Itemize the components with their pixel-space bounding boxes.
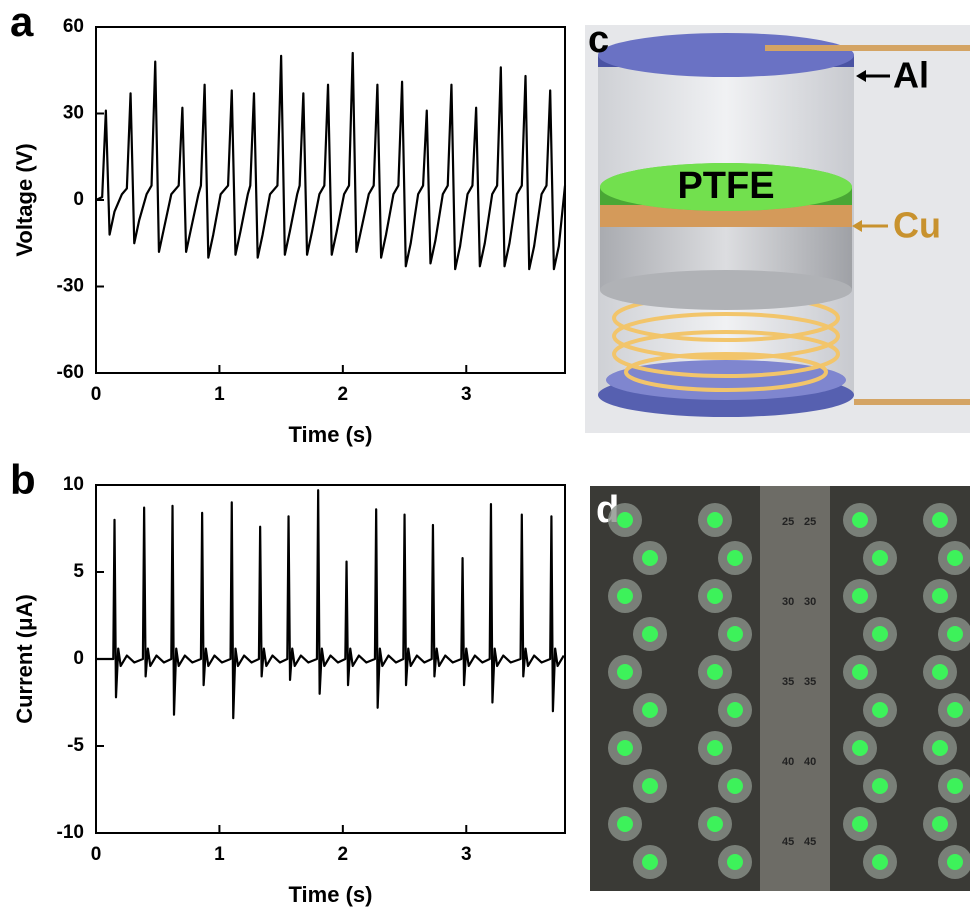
x-tick-label: 2 [338, 384, 349, 405]
led-glow [852, 664, 868, 680]
diagram: c PTFE Al Cu [585, 19, 970, 433]
top-plate [598, 33, 854, 77]
board-number: 25 [804, 516, 816, 528]
board-number: 35 [782, 676, 794, 688]
led-glow [932, 740, 948, 756]
y-tick-label: 60 [63, 16, 84, 37]
led-glow [727, 778, 743, 794]
y-axis-label: Current (μA) [12, 594, 37, 724]
led-glow [642, 702, 658, 718]
led-glow [947, 626, 963, 642]
board-number: 30 [782, 596, 794, 608]
led-glow [707, 664, 723, 680]
x-tick-label: 3 [461, 384, 472, 405]
led-glow [707, 588, 723, 604]
led-glow [852, 512, 868, 528]
led-glow [932, 588, 948, 604]
led-glow [852, 816, 868, 832]
ptfe-label: PTFE [677, 165, 774, 207]
y-tick-label: -10 [57, 822, 84, 843]
y-tick-label: 10 [63, 474, 84, 495]
board-number: 30 [804, 596, 816, 608]
led-glow [617, 740, 633, 756]
al-label: Al [893, 55, 929, 96]
led-glow [642, 778, 658, 794]
panel-label: c [588, 19, 609, 61]
x-tick-label: 1 [214, 844, 225, 865]
led-glow [617, 664, 633, 680]
led-glow [617, 816, 633, 832]
led-glow [707, 512, 723, 528]
ptfe-top [600, 163, 852, 211]
x-axis-label: Time (s) [289, 422, 373, 447]
x-tick-label: 0 [91, 844, 102, 865]
board-number: 25 [782, 516, 794, 528]
led-glow [947, 778, 963, 794]
bottom-plate-top [606, 360, 846, 400]
board-number: 45 [782, 836, 794, 848]
led-glow [852, 740, 868, 756]
led-glow [872, 702, 888, 718]
x-tick-label: 0 [91, 384, 102, 405]
board-number: 40 [804, 756, 816, 768]
y-tick-label: -60 [57, 362, 84, 383]
slider-bottom [600, 270, 852, 310]
cu-layer [600, 205, 852, 227]
led-glow [932, 664, 948, 680]
led-glow [872, 550, 888, 566]
led-glow [617, 512, 633, 528]
led-glow [642, 854, 658, 870]
y-tick-label: 0 [73, 648, 84, 669]
led-glow [727, 854, 743, 870]
y-tick-label: -30 [57, 276, 84, 297]
led-glow [872, 778, 888, 794]
led-glow [727, 550, 743, 566]
led-glow [727, 702, 743, 718]
led-glow [947, 702, 963, 718]
y-tick-label: 0 [73, 189, 84, 210]
led-glow [932, 816, 948, 832]
panel-label: b [10, 456, 36, 503]
led-glow [947, 854, 963, 870]
led-glow [932, 512, 948, 528]
led-glow [947, 550, 963, 566]
y-tick-label: 5 [73, 561, 84, 582]
y-tick-label: -5 [67, 735, 84, 756]
led-glow [872, 854, 888, 870]
board-number: 40 [782, 756, 794, 768]
led-glow [642, 550, 658, 566]
led-glow [727, 626, 743, 642]
led-glow [642, 626, 658, 642]
breadboard-strip [760, 486, 830, 891]
x-axis-label: Time (s) [289, 882, 373, 907]
arrowhead [856, 70, 866, 82]
cu-label: Cu [893, 205, 941, 246]
board-number: 45 [804, 836, 816, 848]
series-line [95, 51, 567, 271]
y-axis-label: Voltage (V) [12, 143, 37, 256]
panel-label: a [10, 0, 34, 45]
led-glow [707, 816, 723, 832]
x-tick-label: 3 [461, 844, 472, 865]
x-tick-label: 1 [214, 384, 225, 405]
arrowhead [852, 220, 862, 232]
led-glow [852, 588, 868, 604]
series-line [96, 489, 565, 720]
board-number: 35 [804, 676, 816, 688]
led-glow [872, 626, 888, 642]
x-tick-label: 2 [338, 844, 349, 865]
led-glow [617, 588, 633, 604]
y-tick-label: 30 [63, 103, 84, 124]
led-glow [707, 740, 723, 756]
